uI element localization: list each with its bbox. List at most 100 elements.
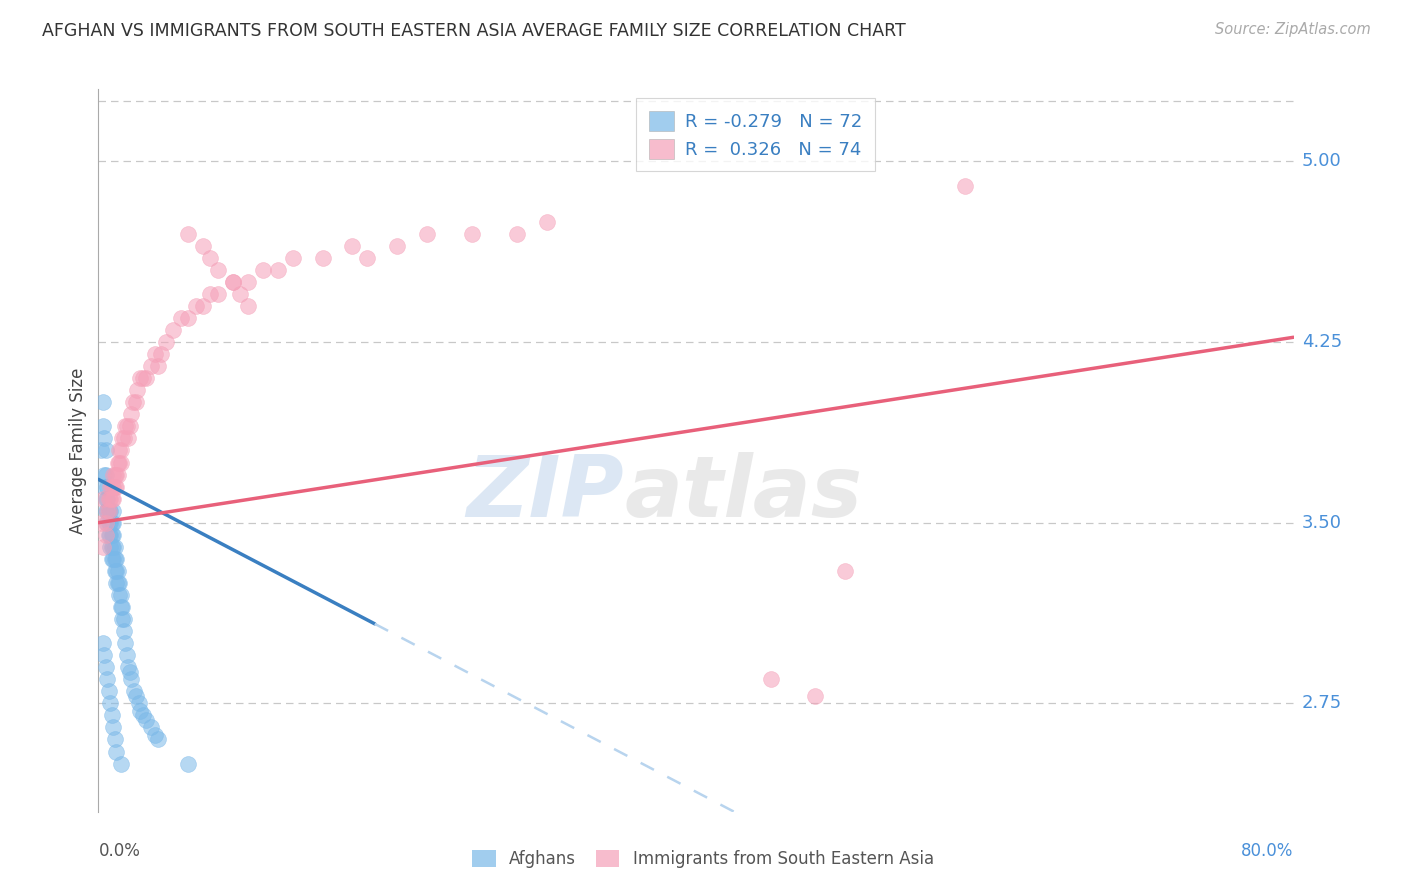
Point xyxy=(114,636,136,650)
Point xyxy=(101,491,124,506)
Point xyxy=(127,384,149,398)
Point xyxy=(125,395,148,409)
Point xyxy=(93,431,115,445)
Point xyxy=(108,443,131,458)
Point xyxy=(94,660,117,674)
Point xyxy=(804,689,827,703)
Point xyxy=(93,648,115,662)
Text: ZIP: ZIP xyxy=(467,452,624,535)
Point xyxy=(93,479,115,493)
Point xyxy=(115,648,138,662)
Point xyxy=(125,689,148,703)
Point xyxy=(96,503,118,517)
Point xyxy=(169,311,191,326)
Point xyxy=(139,720,162,734)
Point xyxy=(108,588,131,602)
Point xyxy=(150,347,173,361)
Legend: Afghans, Immigrants from South Eastern Asia: Afghans, Immigrants from South Eastern A… xyxy=(465,843,941,875)
Point xyxy=(177,311,200,326)
Point xyxy=(101,527,124,541)
Point xyxy=(121,395,143,409)
Point xyxy=(91,540,114,554)
Point xyxy=(107,467,129,482)
Point xyxy=(207,262,229,277)
Point xyxy=(96,516,118,530)
Point xyxy=(91,491,114,506)
Point xyxy=(114,419,136,434)
Point xyxy=(135,713,157,727)
Point xyxy=(103,467,125,482)
Point xyxy=(129,371,152,385)
Point xyxy=(385,238,409,252)
Text: 80.0%: 80.0% xyxy=(1241,842,1294,860)
Point xyxy=(110,756,132,771)
Point xyxy=(143,347,166,361)
Legend: R = -0.279   N = 72, R =  0.326   N = 74: R = -0.279 N = 72, R = 0.326 N = 74 xyxy=(637,98,875,171)
Point xyxy=(128,696,150,710)
Point xyxy=(112,624,135,639)
Point xyxy=(148,359,170,373)
Point xyxy=(97,527,120,541)
Point xyxy=(103,503,125,517)
Point xyxy=(117,431,139,445)
Point xyxy=(101,516,124,530)
Point xyxy=(191,299,214,313)
Point xyxy=(105,576,128,591)
Point xyxy=(104,540,127,554)
Point xyxy=(105,744,128,758)
Point xyxy=(110,588,132,602)
Point xyxy=(104,551,127,566)
Text: atlas: atlas xyxy=(624,452,862,535)
Point xyxy=(129,704,152,718)
Point xyxy=(118,419,141,434)
Point xyxy=(103,551,125,566)
Point xyxy=(90,443,112,458)
Point xyxy=(97,503,120,517)
Point xyxy=(112,431,135,445)
Point xyxy=(91,419,114,434)
Point xyxy=(98,516,122,530)
Point xyxy=(311,251,333,265)
Point xyxy=(104,479,127,493)
Point xyxy=(105,467,128,482)
Point xyxy=(834,564,856,578)
Point xyxy=(200,286,222,301)
Point xyxy=(104,564,127,578)
Text: 2.75: 2.75 xyxy=(1302,694,1343,713)
Point xyxy=(103,720,125,734)
Point xyxy=(94,527,117,541)
Point xyxy=(207,286,229,301)
Point xyxy=(110,443,132,458)
Point xyxy=(148,732,170,747)
Point xyxy=(110,599,132,614)
Point xyxy=(107,455,129,469)
Point xyxy=(105,564,128,578)
Text: 5.00: 5.00 xyxy=(1302,153,1341,170)
Point xyxy=(105,551,128,566)
Text: AFGHAN VS IMMIGRANTS FROM SOUTH EASTERN ASIA AVERAGE FAMILY SIZE CORRELATION CHA: AFGHAN VS IMMIGRANTS FROM SOUTH EASTERN … xyxy=(42,22,905,40)
Point xyxy=(94,491,117,506)
Point xyxy=(506,227,529,241)
Point xyxy=(111,599,134,614)
Point xyxy=(132,708,155,723)
Point xyxy=(111,431,134,445)
Point xyxy=(155,334,177,349)
Point xyxy=(132,371,155,385)
Point xyxy=(108,576,131,591)
Point xyxy=(191,238,214,252)
Point xyxy=(96,479,118,493)
Point xyxy=(98,491,122,506)
Point xyxy=(107,576,129,591)
Point xyxy=(135,371,157,385)
Point xyxy=(97,516,120,530)
Text: 0.0%: 0.0% xyxy=(98,842,141,860)
Point xyxy=(115,419,138,434)
Point xyxy=(759,673,782,687)
Point xyxy=(103,527,125,541)
Point xyxy=(96,673,118,687)
Point xyxy=(103,479,125,493)
Point xyxy=(143,728,166,742)
Point xyxy=(97,491,120,506)
Point xyxy=(101,708,124,723)
Point xyxy=(110,455,132,469)
